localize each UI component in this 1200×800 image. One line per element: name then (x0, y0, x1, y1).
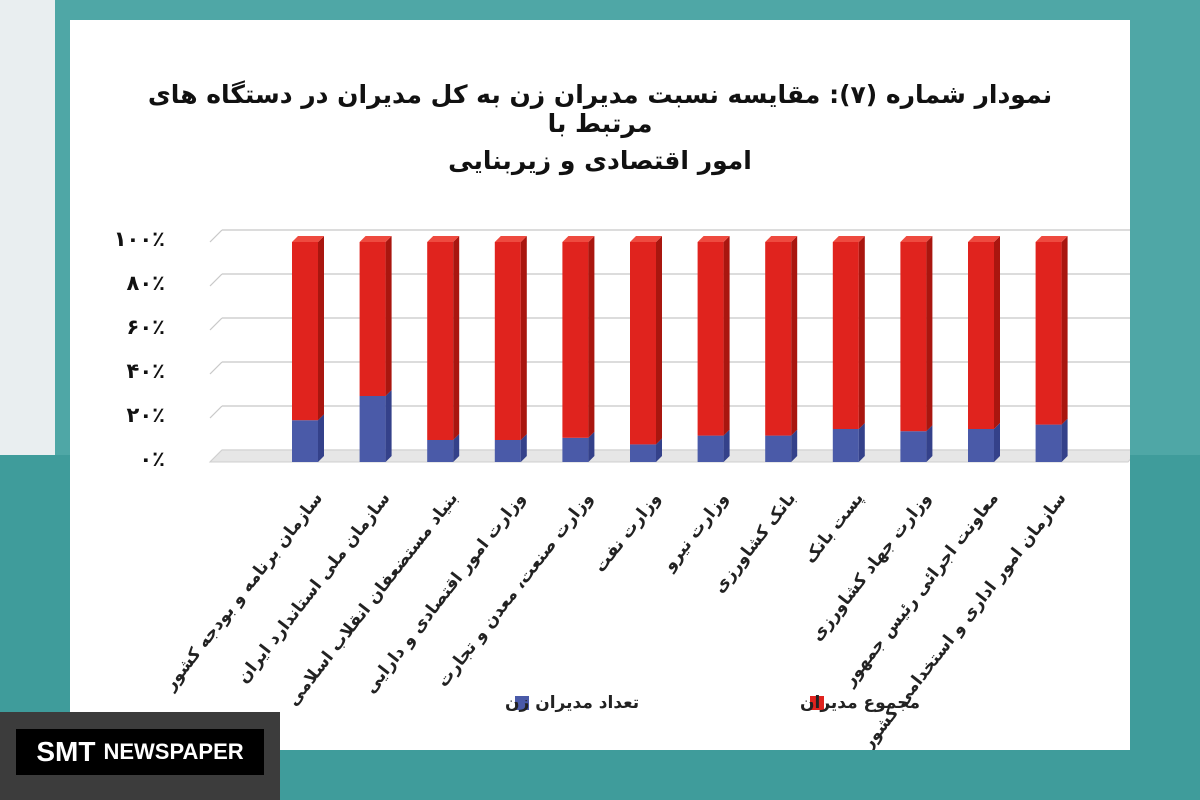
bar-women (359, 396, 386, 462)
bar-total (427, 242, 454, 440)
bar-women (427, 440, 454, 462)
y-tick-label: ۰٪ (139, 447, 165, 471)
y-tick-label: ۴۰٪ (127, 359, 165, 383)
bar-total-top (968, 236, 1000, 242)
bar-total (292, 242, 318, 421)
category-label: پست بانک (800, 489, 868, 568)
gridline-depth (209, 273, 223, 287)
bar-total (697, 242, 724, 436)
bar-women-side (656, 438, 662, 462)
bar-total-top (900, 236, 933, 242)
bar-total (1035, 242, 1062, 425)
bar-women-side (1061, 418, 1068, 462)
gridline-depth (209, 405, 223, 419)
bar-total-top (832, 236, 865, 242)
bar-total-side (453, 236, 460, 440)
bar-total-top (630, 236, 662, 242)
y-tick-label: ۶۰٪ (127, 315, 165, 339)
bar-women (292, 420, 318, 462)
y-tick-label: ۲۰٪ (127, 403, 165, 427)
category-label: وزارت جهاد کشاورزی (807, 489, 935, 645)
bar-total-top (1035, 236, 1068, 242)
watermark-word: NEWSPAPER (103, 739, 244, 764)
bar-total-top (562, 236, 595, 242)
bar-total-side (926, 236, 933, 432)
bar-women-side (858, 423, 865, 462)
bar-women (1035, 424, 1062, 462)
watermark-logo: SMT NEWSPAPER (0, 712, 280, 800)
gridline-depth (209, 361, 223, 375)
bar-women-side (453, 434, 460, 462)
chart-subtitle: امور اقتصادی و زیربنایی (448, 146, 752, 175)
bar-total (359, 242, 386, 396)
bar-total-side (791, 236, 798, 436)
bar-women-side (994, 423, 1000, 462)
bar-total-side (858, 236, 865, 429)
bar-total (562, 242, 589, 438)
legend-women-label: تعداد مدیران زن (505, 693, 639, 713)
bar-total (494, 242, 521, 440)
bar-total (630, 242, 656, 445)
bar-total (968, 242, 994, 429)
category-label: وزارت نفت (590, 489, 665, 577)
bar-total (832, 242, 859, 429)
bar-total-top (292, 236, 324, 242)
bar-women-side (926, 425, 933, 462)
bar-women-side (318, 414, 324, 462)
bar-total-top (765, 236, 798, 242)
bar-women (900, 431, 927, 462)
bar-total-top (359, 236, 392, 242)
chart-title: نمودار شماره (۷): مقایسه نسبت مدیران زن … (147, 80, 1053, 138)
bar-women (765, 435, 792, 462)
bar-women-side (723, 429, 730, 462)
bar-total-top (697, 236, 730, 242)
bar-total (900, 242, 927, 432)
legend-total-label: مجموع مدیران (800, 693, 920, 713)
watermark-brand: SMT (36, 736, 96, 767)
bar-total-side (656, 236, 662, 445)
bar-total-top (427, 236, 460, 242)
bar-women (562, 437, 589, 462)
bar-women (494, 440, 521, 462)
bar-total-side (385, 236, 392, 396)
bar-women (832, 429, 859, 462)
bar-total-side (588, 236, 595, 438)
bar-women (630, 444, 656, 462)
bar-chart: ۰٪۲۰٪۴۰٪۶۰٪۸۰٪۱۰۰٪سازمان برنامه و بودجه … (114, 227, 1130, 750)
bar-women (968, 429, 994, 462)
gridline-depth (209, 317, 223, 331)
bar-women-side (791, 429, 798, 462)
bar-women-side (385, 390, 392, 462)
bar-women-side (520, 434, 527, 462)
y-tick-label: ۱۰۰٪ (114, 227, 165, 251)
bar-total-side (994, 236, 1000, 429)
bar-total-side (1061, 236, 1068, 425)
y-tick-label: ۸۰٪ (127, 271, 165, 295)
chart-card: نمودار شماره (۷): مقایسه نسبت مدیران زن … (70, 20, 1130, 750)
legend-total-swatch (810, 696, 824, 710)
bar-total-side (318, 236, 324, 421)
bar-total (765, 242, 792, 436)
watermark-box: SMT NEWSPAPER (16, 729, 264, 775)
gridline-depth (209, 229, 223, 243)
bar-total-side (520, 236, 527, 440)
legend-women-swatch (515, 696, 529, 710)
bar-total-side (723, 236, 730, 436)
bar-total-top (494, 236, 527, 242)
category-label: وزارت نیرو (659, 489, 733, 576)
bar-women-side (588, 431, 595, 462)
bar-women (697, 435, 724, 462)
